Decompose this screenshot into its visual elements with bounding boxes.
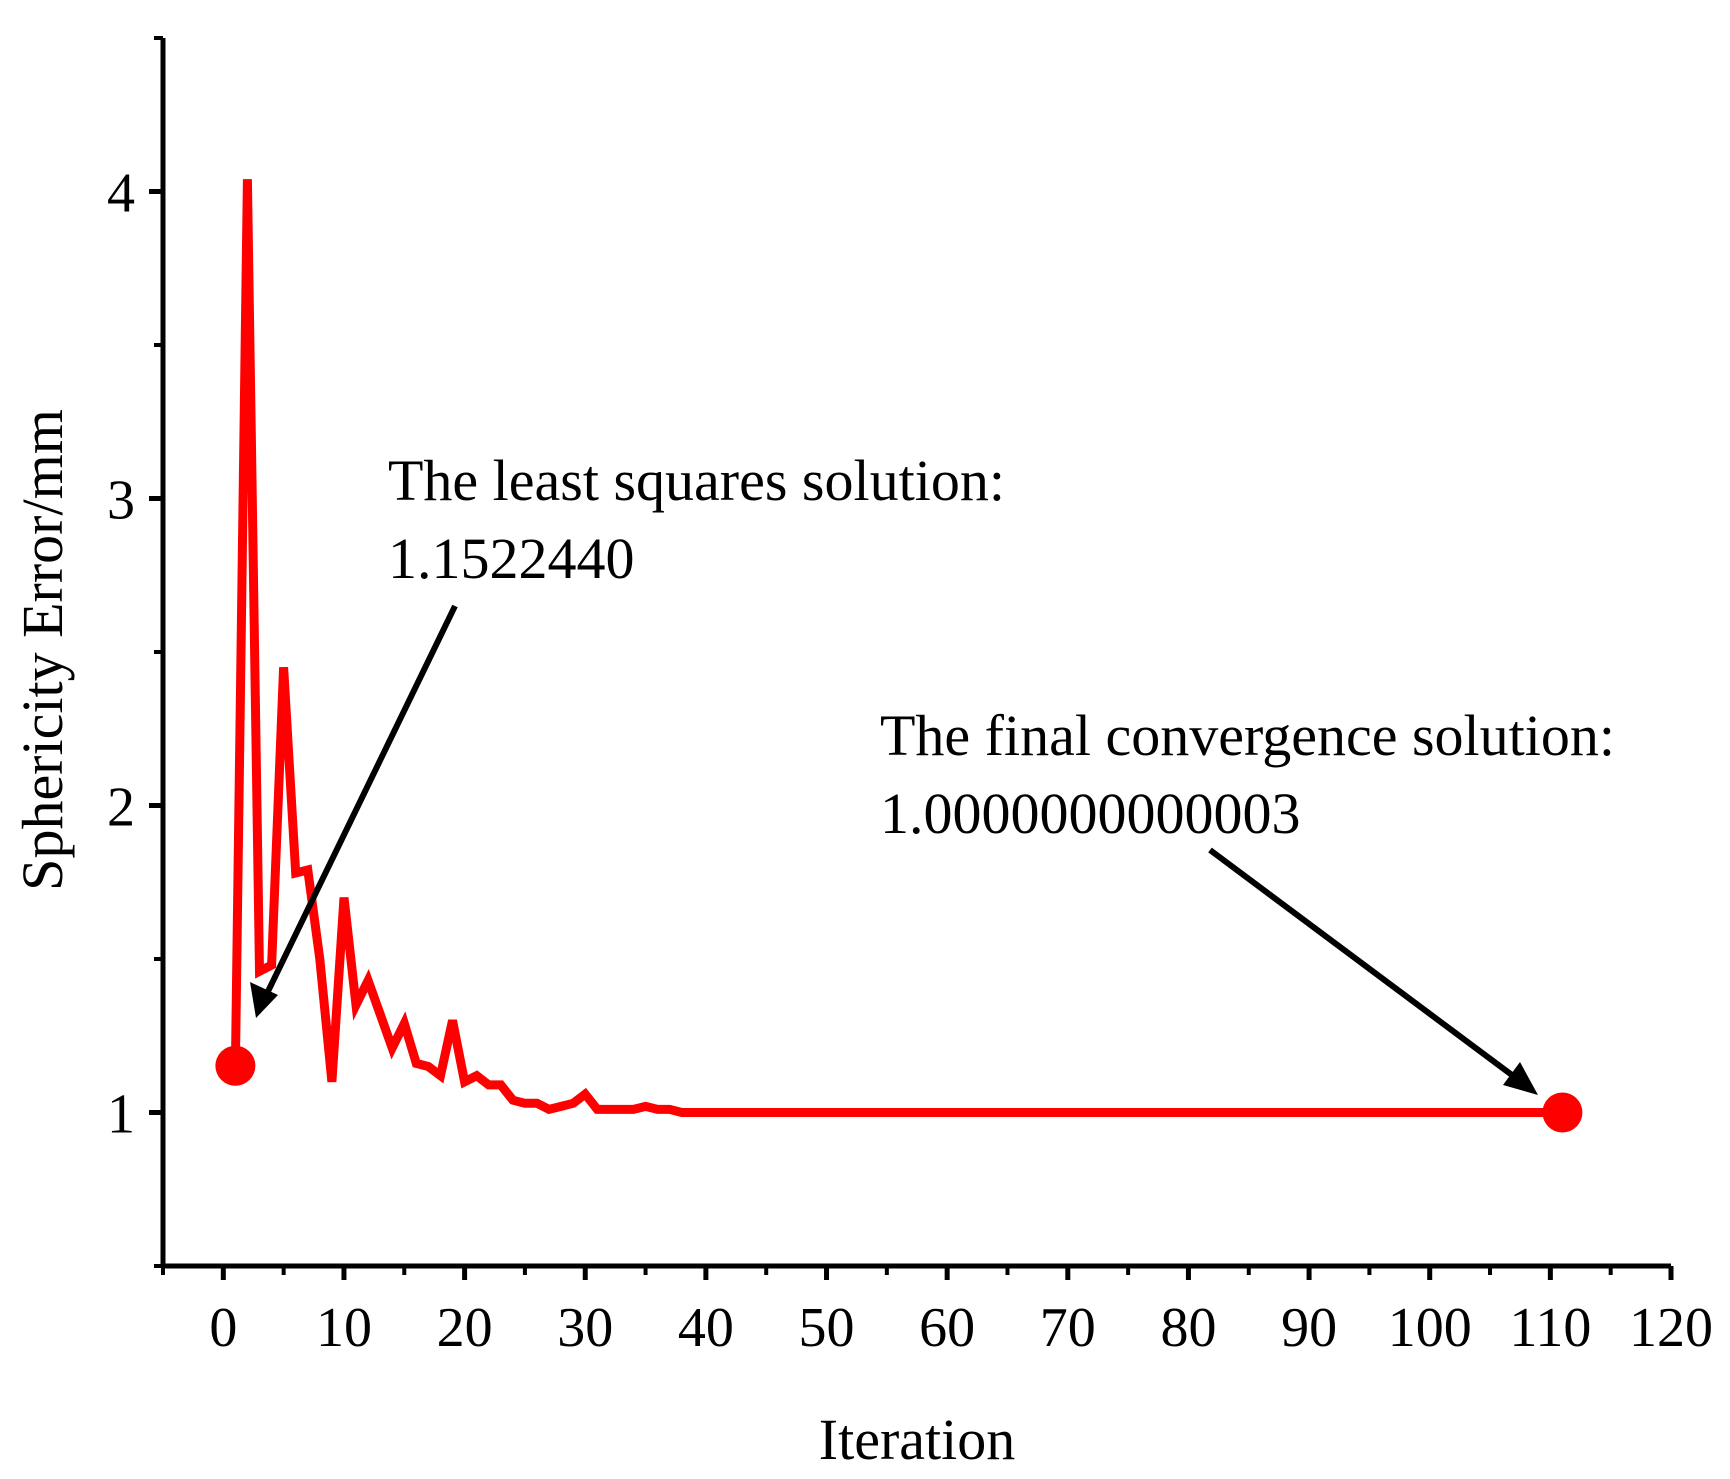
annotation-least-squares-line1: The least squares solution: [388, 448, 1005, 513]
y-tick-label: 3 [107, 470, 135, 532]
series-layer [230, 179, 1563, 1117]
x-tick-label: 70 [1040, 1297, 1096, 1359]
annotation-final-convergence-arrow [1208, 847, 1534, 1093]
highlight-points [215, 1045, 1583, 1133]
annotation-final-convergence-arrowhead [1503, 1062, 1538, 1095]
annotation-least-squares-line2: 1.1522440 [388, 526, 635, 591]
x-tick-label: 100 [1388, 1297, 1472, 1359]
y-tick-label: 2 [107, 777, 135, 839]
annotation-least-squares: The least squares solution: 1.1522440 [250, 448, 1005, 1018]
x-tick-label: 120 [1629, 1297, 1713, 1359]
x-tick-label: 90 [1281, 1297, 1337, 1359]
y-tick-label: 4 [107, 163, 135, 225]
x-axis-ticks: 0 10 20 30 40 50 60 70 80 90 100 110 120 [161, 1266, 1713, 1359]
x-tick-label: 20 [437, 1297, 493, 1359]
x-tick-label: 10 [316, 1297, 372, 1359]
annotation-final-convergence-line2: 1.0000000000003 [880, 781, 1301, 846]
x-tick-label: 80 [1160, 1297, 1216, 1359]
y-axis-title: Sphericity Error/mm [10, 409, 75, 891]
y-axis-ticks: 1 2 3 4 [107, 36, 163, 1268]
x-tick-label: 60 [919, 1297, 975, 1359]
x-tick-label: 0 [209, 1297, 237, 1359]
highlight-point [215, 1045, 256, 1086]
highlight-point [1542, 1092, 1583, 1133]
annotation-least-squares-arrow [255, 604, 458, 1014]
annotation-final-convergence-line1: The final convergence solution: [880, 703, 1615, 768]
annotation-least-squares-arrowhead [250, 982, 278, 1018]
series-line [230, 179, 1563, 1117]
x-axis-title: Iteration [819, 1407, 1015, 1472]
x-tick-label: 30 [557, 1297, 613, 1359]
x-tick-label: 40 [678, 1297, 734, 1359]
y-tick-label: 1 [107, 1084, 135, 1146]
x-tick-label: 50 [799, 1297, 855, 1359]
annotation-final-convergence: The final convergence solution: 1.000000… [880, 703, 1615, 1095]
x-tick-label: 110 [1509, 1297, 1591, 1359]
